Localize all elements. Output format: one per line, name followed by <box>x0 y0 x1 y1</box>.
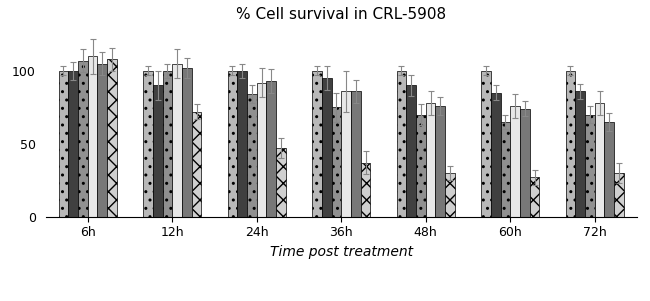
Bar <box>416 115 426 217</box>
Bar <box>575 91 585 217</box>
Bar <box>88 56 97 217</box>
Bar <box>227 71 237 217</box>
Bar <box>312 71 322 217</box>
Bar <box>614 173 624 217</box>
Bar <box>162 71 172 217</box>
Bar <box>491 93 500 217</box>
Bar <box>237 71 247 217</box>
Bar <box>341 91 351 217</box>
Bar <box>98 64 107 217</box>
Bar <box>257 82 266 217</box>
Bar <box>436 106 445 217</box>
Bar <box>143 71 153 217</box>
Bar <box>595 103 604 217</box>
Bar <box>182 68 192 217</box>
Bar <box>68 71 78 217</box>
Bar <box>172 64 182 217</box>
Bar <box>153 85 162 217</box>
Bar <box>406 85 416 217</box>
Bar <box>520 109 530 217</box>
Bar <box>107 59 117 217</box>
Bar <box>500 122 510 217</box>
Bar <box>530 177 540 217</box>
Bar <box>566 71 575 217</box>
Bar <box>361 163 370 217</box>
Bar <box>322 78 332 217</box>
Bar <box>445 173 455 217</box>
Bar <box>351 91 361 217</box>
Bar <box>58 71 68 217</box>
Bar <box>266 81 276 217</box>
Title: % Cell survival in CRL-5908: % Cell survival in CRL-5908 <box>236 7 447 22</box>
Bar <box>585 115 595 217</box>
Bar <box>276 148 286 217</box>
Bar <box>604 122 614 217</box>
Bar <box>481 71 491 217</box>
Bar <box>247 94 257 217</box>
Bar <box>78 61 88 217</box>
Bar <box>192 112 202 217</box>
X-axis label: Time post treatment: Time post treatment <box>270 245 413 259</box>
Bar <box>510 106 520 217</box>
Bar <box>332 107 341 217</box>
Bar <box>426 103 436 217</box>
Bar <box>396 71 406 217</box>
